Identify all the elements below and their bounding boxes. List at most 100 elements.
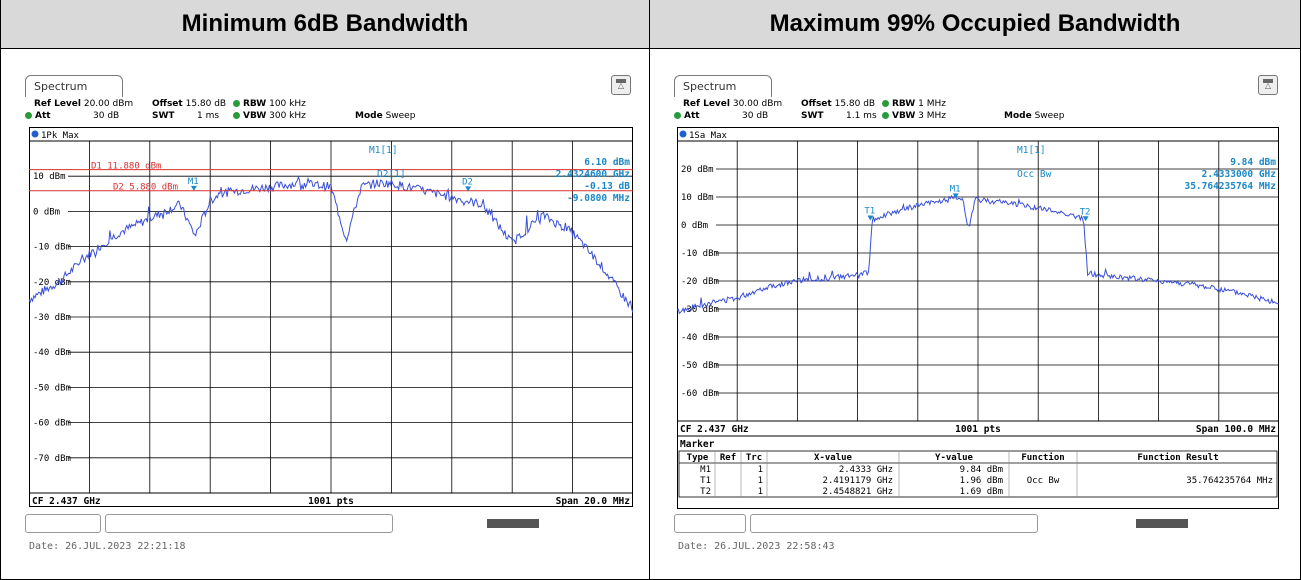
rbw-value: 100 kHz bbox=[269, 99, 306, 109]
ref-level-label: Ref Level bbox=[34, 99, 81, 109]
table-header-cell: Function bbox=[1021, 452, 1064, 463]
marker-triangle-icon bbox=[867, 215, 874, 221]
right-title: Maximum 99% Occupied Bandwidth bbox=[769, 10, 1181, 37]
left-panel: Spectrum △ Ref Level 20.00 dBm Offset 15… bbox=[1, 49, 650, 579]
tick-bg bbox=[30, 416, 68, 428]
y-tick-label: -20 dBm bbox=[33, 278, 71, 288]
vbw-label: VBW bbox=[892, 111, 916, 121]
progress-indicator bbox=[487, 519, 539, 528]
ref-level-value: 30.00 dBm bbox=[732, 99, 783, 109]
tick-bg bbox=[678, 275, 716, 286]
y-tick-label: -20 dBm bbox=[681, 277, 719, 287]
marker-freq: 2.4324600 GHz bbox=[556, 169, 631, 180]
y-tick-label: -40 dBm bbox=[33, 348, 71, 358]
tab-label: Spectrum bbox=[34, 80, 88, 93]
trace-dot-icon bbox=[679, 130, 687, 138]
swt-value: 1.1 ms bbox=[846, 111, 877, 121]
tick-bg bbox=[30, 240, 68, 252]
spectrum-tab[interactable]: Spectrum bbox=[674, 75, 772, 97]
tab-label: Spectrum bbox=[683, 80, 737, 93]
marker-triangle-icon bbox=[465, 186, 472, 192]
att-value: 30 dB bbox=[742, 111, 769, 121]
swt-label: SWT bbox=[801, 111, 824, 121]
marker-value: 6.10 dBm bbox=[584, 157, 630, 168]
offset-value: 15.80 dB bbox=[185, 99, 227, 109]
marker-value: 9.84 dBm bbox=[1230, 157, 1276, 168]
table-cell: 2.4191179 GHz bbox=[823, 476, 893, 486]
y-tick-label: -10 dBm bbox=[33, 243, 71, 253]
marker-label: T1 bbox=[864, 207, 875, 217]
tick-bg bbox=[30, 311, 68, 322]
tick-bg bbox=[678, 247, 716, 258]
y-tick-label: -70 dBm bbox=[33, 454, 71, 464]
table-cell: T2 bbox=[700, 487, 711, 497]
vbw-label: VBW bbox=[243, 111, 267, 121]
table-cell: 2.4333 GHz bbox=[839, 465, 893, 475]
table-title: Marker bbox=[680, 439, 715, 450]
y-tick-label: -50 dBm bbox=[33, 383, 71, 393]
table-header-cell: Function Result bbox=[1137, 452, 1218, 463]
rbw-value: 1 MHz bbox=[918, 99, 946, 109]
y-tick-label: 20 dBm bbox=[681, 165, 714, 175]
y-tick-label: 10 dBm bbox=[33, 172, 66, 182]
y-tick-label: -30 dBm bbox=[33, 313, 71, 323]
trace-label: 1Sa Max bbox=[689, 131, 728, 141]
offset-value: 15.80 dB bbox=[834, 99, 876, 109]
occ-bw-value: 35.764235764 MHz bbox=[1184, 181, 1276, 192]
date-stamp: Date: 26.JUL.2023 22:21:18 bbox=[29, 541, 186, 552]
reference-line-label: D1 11.880 dBm bbox=[91, 162, 161, 172]
center-freq-label: CF 2.437 GHz bbox=[32, 496, 101, 507]
points-label: 1001 pts bbox=[955, 424, 1001, 435]
status-box-2[interactable] bbox=[750, 514, 1038, 533]
att-label: Att bbox=[684, 111, 700, 121]
screen-icon[interactable]: △ bbox=[1258, 75, 1278, 95]
y-tick-label: 10 dBm bbox=[681, 193, 714, 203]
spectrum-tab[interactable]: Spectrum bbox=[25, 75, 123, 97]
marker-triangle-icon bbox=[952, 193, 959, 199]
y-tick-label: 0 dBm bbox=[33, 207, 60, 217]
screen-icon[interactable]: △ bbox=[611, 75, 631, 95]
right-header: Maximum 99% Occupied Bandwidth bbox=[650, 0, 1300, 49]
mode-value: Sweep bbox=[385, 111, 416, 121]
tick-bg bbox=[678, 163, 716, 174]
tick-bg bbox=[30, 170, 68, 182]
marker-freq: 2.4333000 GHz bbox=[1202, 169, 1277, 180]
right-panel: Spectrum △ Ref Level 30.00 dBm Offset 15… bbox=[650, 49, 1299, 579]
settings-block: Ref Level 30.00 dBm Offset 15.80 dB RBW … bbox=[674, 97, 1282, 125]
tick-bg bbox=[678, 387, 716, 398]
table-header-cell: Ref bbox=[720, 453, 736, 463]
vbw-value: 300 kHz bbox=[269, 111, 306, 121]
marker-triangle-icon bbox=[1082, 216, 1089, 222]
table-cell: 9.84 dBm bbox=[960, 465, 1003, 475]
left-title: Minimum 6dB Bandwidth bbox=[181, 10, 469, 37]
vbw-value: 3 MHz bbox=[918, 111, 946, 121]
progress-indicator bbox=[1136, 519, 1188, 528]
mode-label: Mode bbox=[355, 111, 383, 121]
settings-block: Ref Level 20.00 dBm Offset 15.80 dB RBW … bbox=[25, 97, 633, 125]
status-box-1[interactable] bbox=[674, 514, 746, 533]
table-border bbox=[678, 450, 1278, 498]
table-cell: Occ Bw bbox=[1027, 476, 1060, 486]
ref-level-value: 20.00 dBm bbox=[83, 99, 134, 109]
y-tick-label: -50 dBm bbox=[681, 361, 719, 371]
marker-name: M1[1] bbox=[369, 145, 398, 156]
y-tick-label: 0 dBm bbox=[681, 221, 708, 231]
delta-name: D2[1] bbox=[377, 169, 406, 180]
tick-bg bbox=[30, 346, 68, 358]
tick-bg bbox=[30, 381, 68, 393]
y-tick-label: -10 dBm bbox=[681, 249, 719, 259]
status-box-1[interactable] bbox=[25, 514, 101, 533]
tick-bg bbox=[678, 303, 716, 314]
y-tick-label: -60 dBm bbox=[33, 419, 71, 429]
marker-label: M1 bbox=[188, 177, 199, 187]
table-cell: 1 bbox=[758, 476, 763, 486]
left-spectrum-chart: 1Pk Max 10 dBm 0 dBm -10 dBm -20 dBm -30 dBm -… bbox=[29, 127, 633, 507]
status-box-2[interactable] bbox=[105, 514, 393, 533]
table-cell: 1 bbox=[758, 487, 763, 497]
y-tick-label: -60 dBm bbox=[681, 389, 719, 399]
points-label: 1001 pts bbox=[308, 496, 354, 507]
table-header-cell: Trc bbox=[746, 453, 762, 463]
date-stamp: Date: 26.JUL.2023 22:58:43 bbox=[678, 541, 835, 552]
y-tick-label: -30 dBm bbox=[681, 305, 719, 315]
left-header: Minimum 6dB Bandwidth bbox=[1, 0, 649, 49]
